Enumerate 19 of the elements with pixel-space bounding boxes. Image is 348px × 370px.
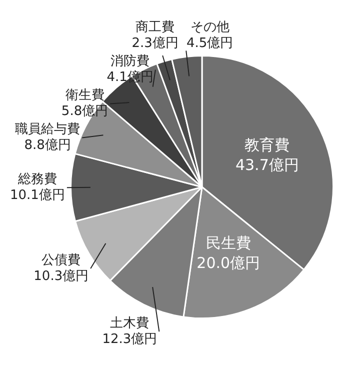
- data-label: 4.5億円: [186, 36, 234, 52]
- data-label: 2.3億円: [132, 36, 178, 52]
- data-label: 8.8億円: [24, 138, 71, 154]
- data-label: 10.3億円: [34, 268, 89, 284]
- data-label: 43.7億円: [235, 156, 299, 174]
- data-label: 5.8億円: [61, 104, 108, 120]
- data-label: 10.1億円: [10, 188, 65, 203]
- slice-label: 職員給与費: [15, 122, 80, 138]
- slice-label: 消防費: [110, 54, 150, 70]
- slice-label: 教育費: [244, 136, 290, 154]
- slice-label: 商工費: [136, 20, 175, 36]
- data-label: 12.3億円: [102, 332, 158, 347]
- slice-label: 総務費: [16, 172, 57, 187]
- data-label: 20.0億円: [196, 254, 260, 272]
- slice-label: 土木費: [110, 316, 150, 331]
- slice-label: 公債費: [42, 252, 81, 268]
- slice-label: 衛生費: [65, 88, 104, 104]
- slice-label: 民生費: [206, 234, 251, 252]
- slice-label: その他: [190, 20, 230, 36]
